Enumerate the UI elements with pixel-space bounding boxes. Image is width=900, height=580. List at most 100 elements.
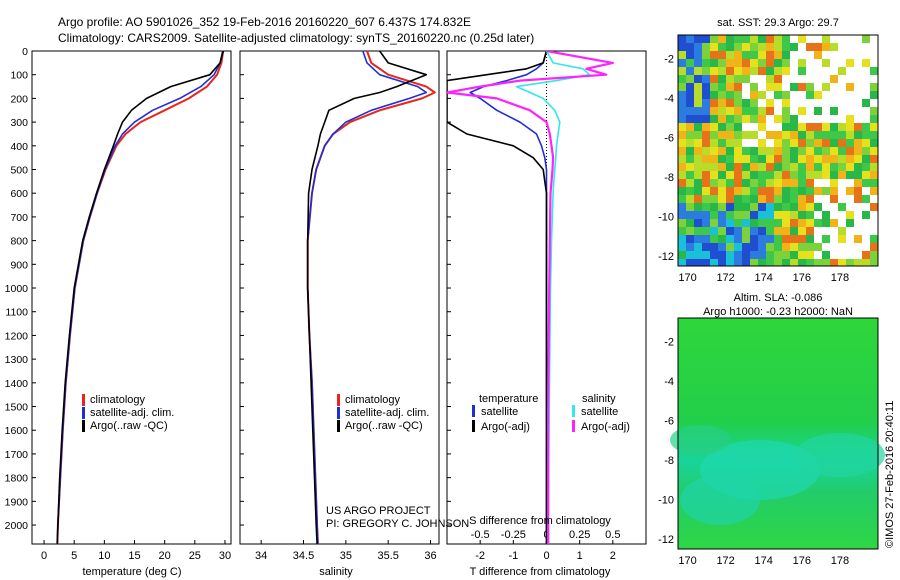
sst-cell	[686, 67, 694, 75]
sst-cell	[806, 131, 814, 139]
sst-cell	[806, 83, 814, 91]
sst-cell	[726, 179, 734, 187]
sst-cell	[846, 83, 854, 91]
sst-cell	[790, 179, 798, 187]
sst-cell	[790, 155, 798, 163]
sst-cell	[702, 91, 710, 99]
sst-cell	[830, 259, 838, 266]
depth-tick-label: 0	[22, 46, 28, 58]
sst-cell	[806, 251, 814, 259]
sst-cell	[694, 235, 702, 243]
sst-cell	[798, 235, 806, 243]
sst-cell	[806, 163, 814, 171]
map-x-tick-label: 172	[716, 272, 734, 284]
sst-cell	[862, 179, 870, 187]
sst-cell	[870, 235, 878, 243]
sst-cell	[750, 211, 758, 219]
sst-cell	[782, 59, 790, 67]
sla-map	[670, 425, 885, 525]
map-y-tick-label: -8	[664, 455, 674, 467]
sst-cell	[758, 43, 766, 51]
sst-cell	[694, 99, 702, 107]
sst-cell	[678, 235, 686, 243]
sst-cell	[710, 131, 718, 139]
sst-cell	[734, 187, 742, 195]
s-difference-axis-label: S difference from climatology	[469, 515, 611, 527]
sst-cell	[694, 243, 702, 251]
sst-cell	[718, 259, 726, 266]
sst-cell	[686, 131, 694, 139]
sst-cell	[750, 51, 758, 59]
sst-cell	[806, 243, 814, 251]
sst-cell	[766, 99, 774, 107]
sst-cell	[806, 123, 814, 131]
sst-cell	[782, 203, 790, 211]
sst-cell	[694, 259, 702, 266]
salinity-legend: climatology satellite-adj. clim. Argo(..…	[337, 394, 429, 432]
sst-cell	[686, 51, 694, 59]
sst-cell	[702, 83, 710, 91]
sst-cell	[862, 139, 870, 147]
sst-cell	[766, 107, 774, 115]
sst-cell	[702, 107, 710, 115]
sst-cell	[758, 187, 766, 195]
sst-cell	[854, 123, 862, 131]
map-y-tick-label: -10	[658, 212, 674, 224]
sst-cell	[806, 203, 814, 211]
sst-cell	[822, 147, 830, 155]
sst-cell	[718, 195, 726, 203]
depth-tick-label: 500	[10, 165, 28, 177]
sst-cell	[750, 107, 758, 115]
sst-cell	[782, 123, 790, 131]
sst-cell	[710, 115, 718, 123]
sst-cell	[750, 155, 758, 163]
sst-cell	[710, 195, 718, 203]
sst-cell	[814, 203, 822, 211]
sst-cell	[814, 187, 822, 195]
sst-cell	[694, 107, 702, 115]
sst-cell	[734, 139, 742, 147]
profile-lines	[56, 50, 614, 545]
sst-cell	[838, 171, 846, 179]
sst-cell	[678, 99, 686, 107]
sst-cell	[734, 235, 742, 243]
sst-cell	[774, 131, 782, 139]
sst-cell	[774, 227, 782, 235]
sst-cell	[710, 235, 718, 243]
sst-cell	[678, 195, 686, 203]
sst-cell	[742, 187, 750, 195]
sst-cell	[854, 171, 862, 179]
sst-cell	[854, 155, 862, 163]
sst-cell	[798, 123, 806, 131]
sst-cell	[694, 219, 702, 227]
sst-cell	[782, 155, 790, 163]
sst-cell	[686, 83, 694, 91]
sst-cell	[718, 243, 726, 251]
sst-cell	[710, 251, 718, 259]
sst-cell	[710, 67, 718, 75]
sst-cell	[790, 139, 798, 147]
x-tick-label: 0	[543, 550, 549, 562]
sst-cell	[694, 211, 702, 219]
sst-cell	[774, 155, 782, 163]
sst-cell	[702, 131, 710, 139]
sst-cell	[694, 163, 702, 171]
sst-cell	[750, 195, 758, 203]
depth-tick-label: 300	[10, 117, 28, 129]
sst-cell	[734, 107, 742, 115]
sst-cell	[686, 195, 694, 203]
sst-cell	[742, 235, 750, 243]
sst-cell	[710, 107, 718, 115]
sst-cell	[870, 163, 878, 171]
sst-cell	[686, 59, 694, 67]
sst-cell	[718, 59, 726, 67]
sst-cell	[790, 195, 798, 203]
sst-cell	[774, 251, 782, 259]
sst-cell	[694, 115, 702, 123]
depth-tick-label: 700	[10, 212, 28, 224]
sst-cell	[870, 131, 878, 139]
sst-cell	[726, 99, 734, 107]
sst-cell	[686, 35, 694, 43]
sst-cell	[822, 187, 830, 195]
sst-cell	[710, 227, 718, 235]
